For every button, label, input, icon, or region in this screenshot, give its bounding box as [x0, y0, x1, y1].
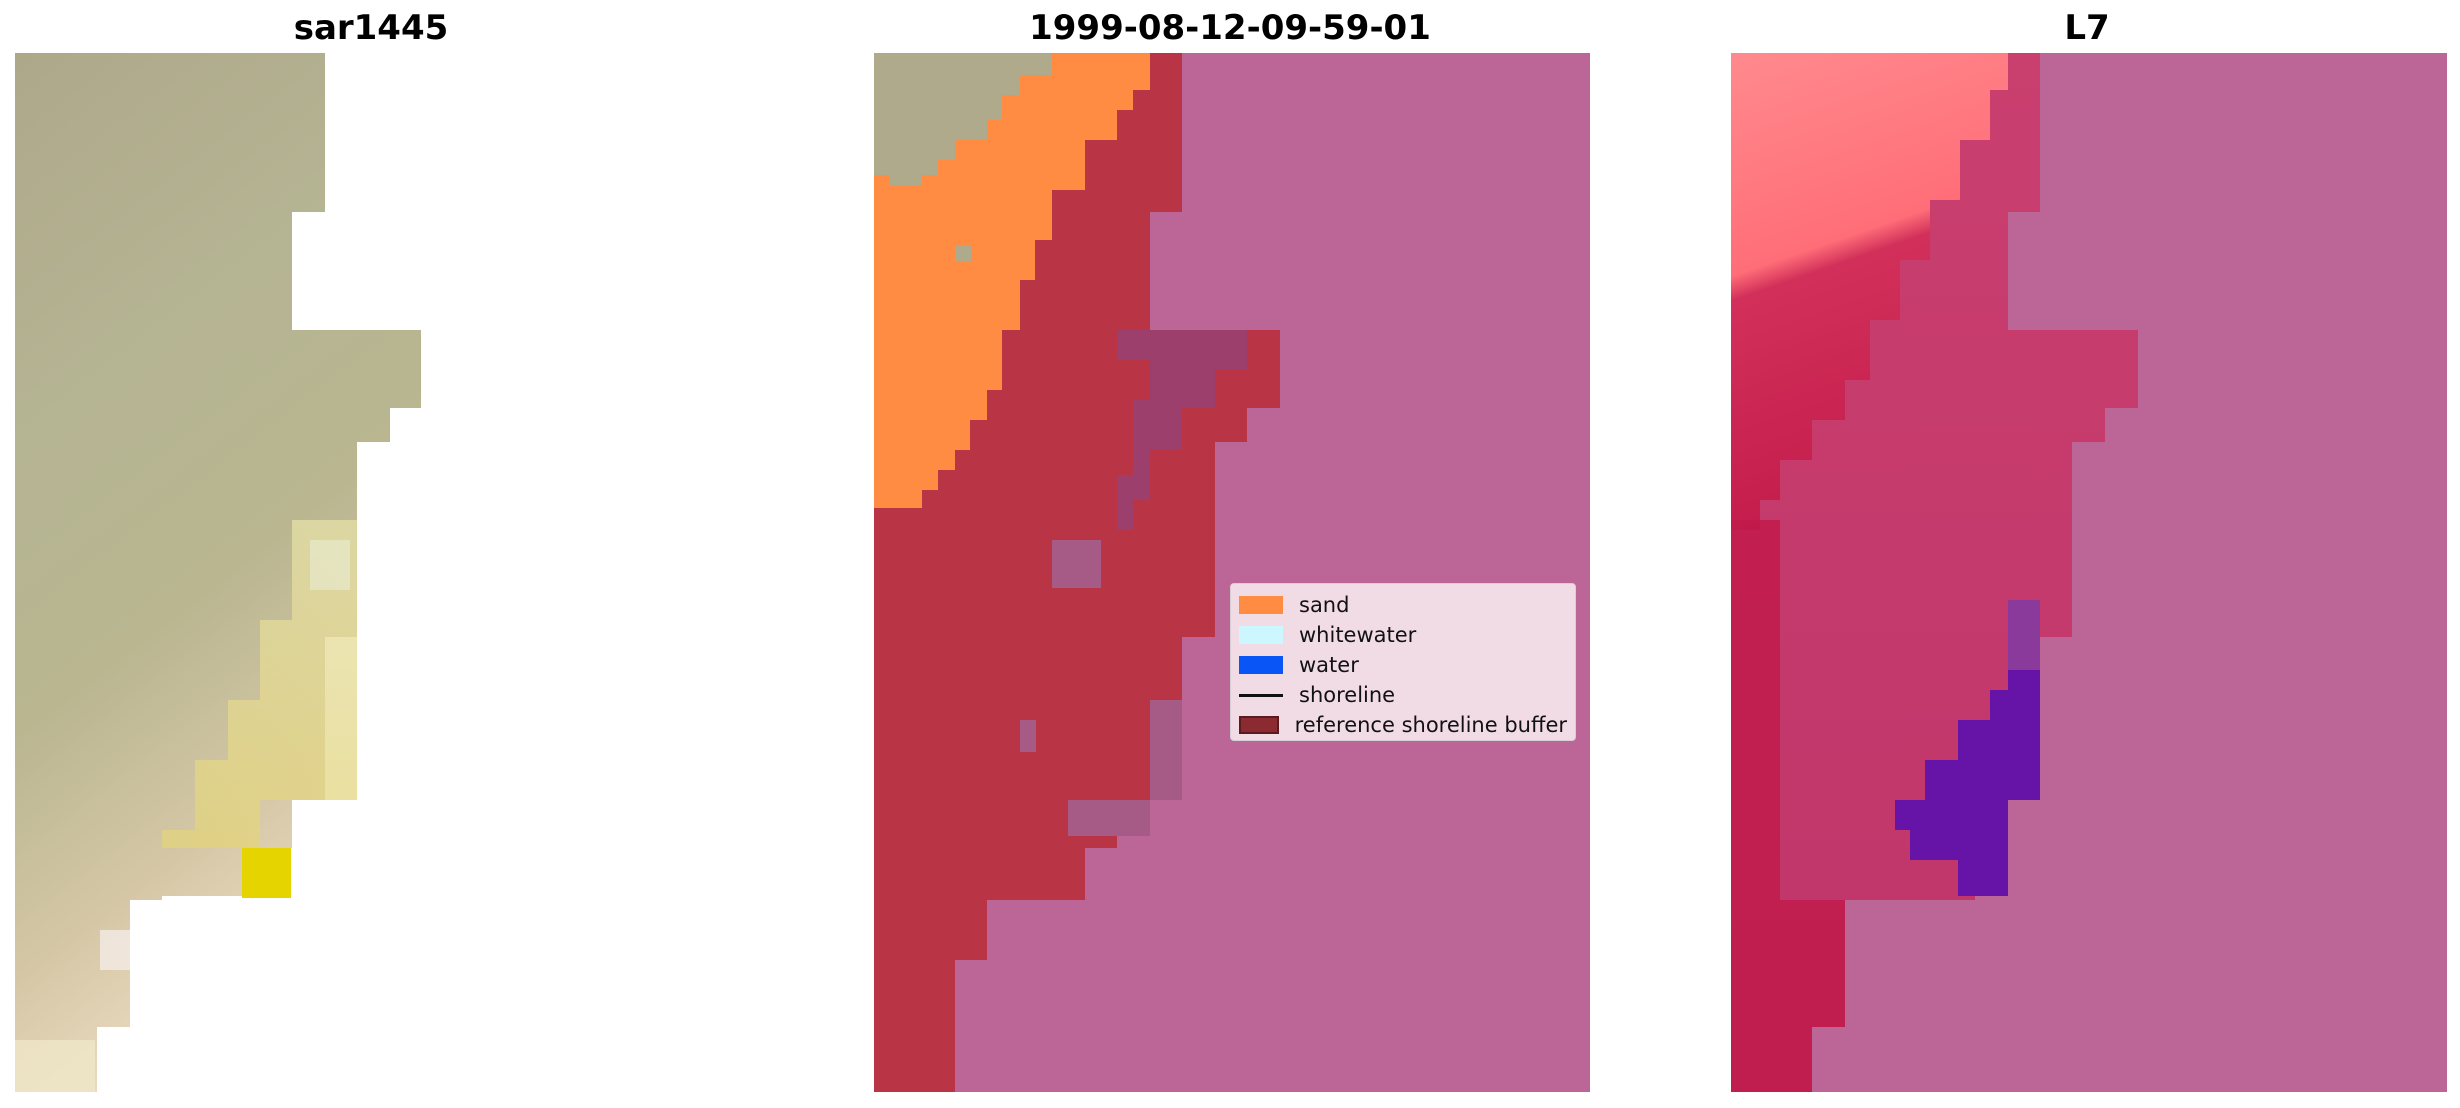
purple-patch: [1117, 330, 1247, 530]
panel-title-rgb: sar1445: [293, 8, 449, 48]
legend-item-water: water: [1239, 650, 1567, 680]
violet-patch: [1895, 670, 2040, 896]
legend-item-reference-buffer: reference shoreline buffer: [1239, 710, 1567, 740]
yellow-patch: [242, 848, 291, 898]
sand-region: [874, 53, 1150, 508]
legend-swatch-whitewater: [1239, 626, 1283, 644]
legend-swatch-water: [1239, 656, 1283, 674]
legend-label-water: water: [1299, 653, 1359, 677]
legend-label-shoreline: shoreline: [1299, 683, 1396, 707]
legend-item-whitewater: whitewater: [1239, 620, 1567, 650]
panel-title-classified: 1999-08-12-09-59-01: [1029, 8, 1431, 48]
l7-image: [1731, 53, 2447, 1092]
legend-label-sand: sand: [1299, 593, 1350, 617]
legend-label-whitewater: whitewater: [1299, 623, 1417, 647]
panel-title-l7: L7: [2064, 8, 2110, 48]
classified-image: [874, 53, 1590, 1092]
legend-line-shoreline: [1239, 693, 1283, 697]
legend: sand whitewater water shoreline referenc…: [1230, 583, 1576, 741]
legend-swatch-sand: [1239, 596, 1283, 614]
legend-item-shoreline: shoreline: [1239, 680, 1567, 710]
legend-item-sand: sand: [1239, 590, 1567, 620]
rgb-overlay-top-left: [874, 53, 1052, 185]
legend-label-reference-buffer: reference shoreline buffer: [1294, 713, 1567, 737]
rgb-image: [15, 53, 421, 1092]
legend-swatch-reference-buffer: [1239, 716, 1279, 734]
